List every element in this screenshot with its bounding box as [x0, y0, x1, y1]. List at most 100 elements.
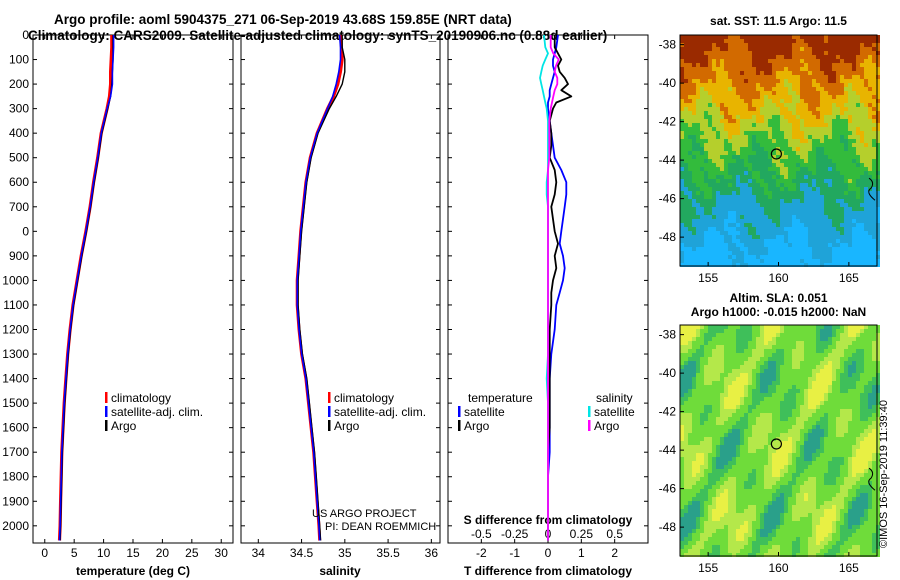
map-cell — [836, 445, 840, 449]
map-cell — [760, 143, 764, 147]
map-cell — [788, 195, 792, 199]
map-cell — [852, 425, 856, 429]
map-cell — [796, 361, 800, 365]
map-cell — [744, 219, 748, 223]
map-cell — [828, 55, 832, 59]
map-cell — [852, 461, 856, 465]
map-cell — [712, 55, 716, 59]
map-cell — [856, 127, 860, 131]
map-cell — [816, 461, 820, 465]
map-cell — [748, 127, 752, 131]
map-cell — [700, 385, 704, 389]
map-cell — [740, 243, 744, 247]
map-cell — [784, 349, 788, 353]
map-cell — [716, 51, 720, 55]
map-cell — [708, 151, 712, 155]
map-cell — [704, 349, 708, 353]
map-cell — [740, 247, 744, 251]
map-cell — [844, 207, 848, 211]
map-cell — [820, 191, 824, 195]
map-cell — [860, 51, 864, 55]
map-cell — [692, 47, 696, 51]
map-cell — [812, 191, 816, 195]
map-cell — [852, 35, 856, 39]
map-cell — [820, 83, 824, 87]
map-cell — [852, 39, 856, 43]
map-cell — [720, 251, 724, 255]
map-cell — [740, 75, 744, 79]
map-cell — [788, 83, 792, 87]
map-cell — [756, 413, 760, 417]
map-cell — [788, 259, 792, 263]
map-cell — [688, 361, 692, 365]
map-cell — [732, 353, 736, 357]
map-cell — [856, 413, 860, 417]
map-cell — [720, 71, 724, 75]
map-cell — [696, 231, 700, 235]
map-cell — [696, 449, 700, 453]
map-cell — [812, 385, 816, 389]
map-cell — [856, 83, 860, 87]
map-cell — [772, 243, 776, 247]
map-cell — [764, 43, 768, 47]
map-cell — [800, 159, 804, 163]
map-cell — [704, 357, 708, 361]
map-cell — [832, 227, 836, 231]
map-cell — [872, 259, 876, 263]
map-cell — [716, 167, 720, 171]
map-cell — [852, 103, 856, 107]
map-cell — [768, 231, 772, 235]
map-cell — [776, 255, 780, 259]
map-cell — [748, 341, 752, 345]
lat-tick-label: -38 — [659, 38, 677, 52]
map-cell — [832, 393, 836, 397]
map-cell — [848, 235, 852, 239]
map-cell — [772, 191, 776, 195]
map-cell — [868, 227, 872, 231]
map-cell — [756, 461, 760, 465]
map-cell — [736, 449, 740, 453]
map-cell — [736, 91, 740, 95]
map-cell — [716, 409, 720, 413]
map-cell — [696, 183, 700, 187]
map-cell — [836, 325, 840, 329]
map-cell — [772, 329, 776, 333]
map-cell — [692, 119, 696, 123]
map-cell — [828, 211, 832, 215]
map-cell — [824, 183, 828, 187]
map-cell — [764, 131, 768, 135]
map-cell — [732, 433, 736, 437]
map-cell — [844, 341, 848, 345]
map-cell — [688, 437, 692, 441]
map-cell — [788, 325, 792, 329]
map-cell — [684, 139, 688, 143]
map-cell — [856, 155, 860, 159]
map-cell — [796, 127, 800, 131]
map-cell — [812, 251, 816, 255]
map-cell — [876, 465, 880, 469]
map-cell — [724, 155, 728, 159]
map-cell — [724, 405, 728, 409]
map-cell — [796, 211, 800, 215]
map-cell — [800, 43, 804, 47]
map-cell — [808, 223, 812, 227]
map-cell — [744, 349, 748, 353]
map-cell — [804, 107, 808, 111]
map-cell — [840, 393, 844, 397]
map-cell — [848, 453, 852, 457]
map-cell — [856, 71, 860, 75]
map-cell — [868, 329, 872, 333]
map-cell — [704, 457, 708, 461]
map-cell — [704, 151, 708, 155]
map-cell — [824, 393, 828, 397]
map-cell — [864, 67, 868, 71]
map-cell — [800, 195, 804, 199]
map-cell — [744, 139, 748, 143]
map-cell — [812, 55, 816, 59]
map-cell — [736, 445, 740, 449]
map-cell — [864, 413, 868, 417]
map-cell — [804, 255, 808, 259]
legend-salinity-heading: salinity — [596, 391, 633, 405]
map-cell — [752, 151, 756, 155]
map-cell — [868, 361, 872, 365]
